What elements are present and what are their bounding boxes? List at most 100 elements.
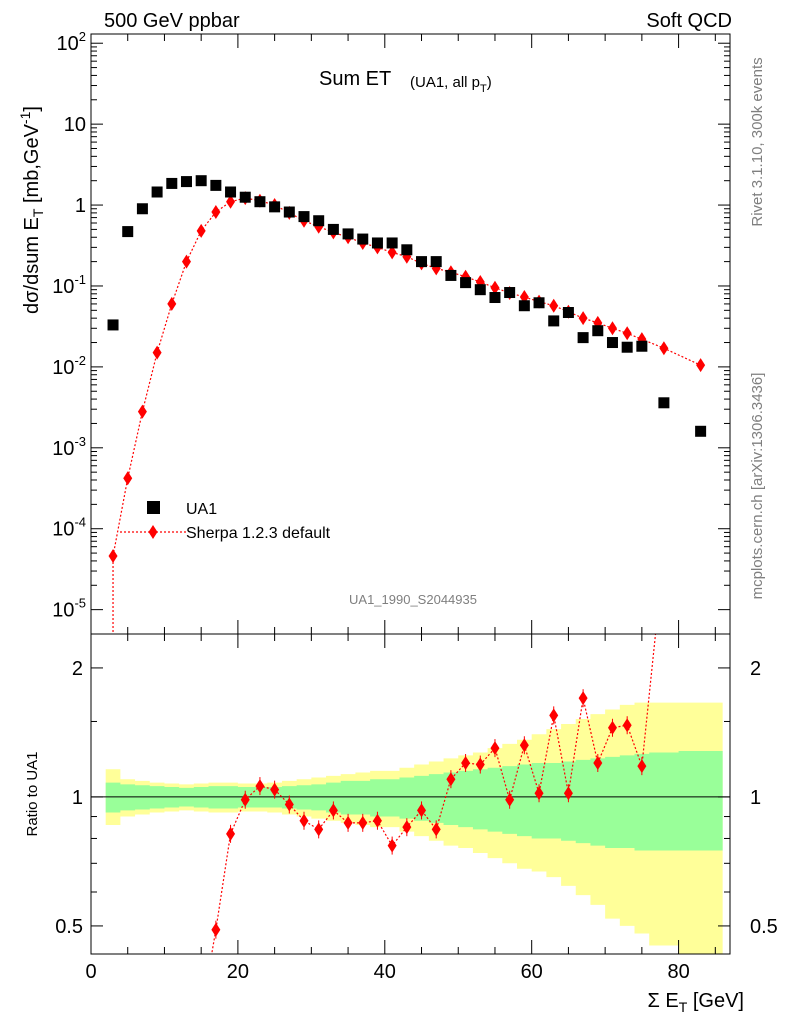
ratio-point xyxy=(505,792,515,807)
main-y-tick-label: 10-5 xyxy=(52,596,86,622)
ua1-point xyxy=(577,332,589,344)
main-y-tick-label: 10-1 xyxy=(52,272,86,298)
ratio-point xyxy=(328,803,338,818)
legend-marker-ua1 xyxy=(147,501,160,514)
ratio-point xyxy=(431,822,441,837)
sherpa-line xyxy=(112,197,701,634)
ratio-y-tick-label-right: 1 xyxy=(750,787,761,809)
main-y-tick-label: 10-3 xyxy=(52,434,86,460)
ua1-point xyxy=(225,186,237,198)
main-panel-frame xyxy=(90,33,731,635)
x-tick-label: 40 xyxy=(374,961,396,983)
ua1-point xyxy=(460,277,472,289)
ua1-point xyxy=(430,256,442,268)
legend-marker-sherpa xyxy=(148,525,158,539)
ua1-point xyxy=(658,397,670,409)
x-tick-label: 20 xyxy=(227,961,249,983)
stat-uncertainty-band xyxy=(105,750,723,851)
ua1-point xyxy=(122,226,134,238)
main-y-tick-label: 1 xyxy=(75,195,86,217)
ratio-point xyxy=(284,797,294,812)
ua1-point xyxy=(606,337,618,349)
ratio-point xyxy=(387,838,397,853)
sherpa-point xyxy=(696,358,706,373)
ratio-point xyxy=(519,738,529,753)
ratio-y-tick-label: 1 xyxy=(72,787,83,809)
x-tick-label: 80 xyxy=(667,961,689,983)
main-panel: 10-5 10-4 10-3 10-2 10-1 1 10 102 xyxy=(52,29,731,635)
ratio-point xyxy=(226,826,236,841)
ratio-point xyxy=(563,786,573,801)
header-left: 500 GeV ppbar xyxy=(104,10,240,32)
ratio-point xyxy=(314,822,324,837)
ua1-point xyxy=(371,237,383,249)
ua1-point xyxy=(136,203,148,215)
legend: UA1 Sherpa 1.2.3 default xyxy=(120,501,331,542)
ratio-point xyxy=(490,741,500,756)
ua1-point xyxy=(621,341,633,353)
sherpa-point xyxy=(211,205,221,220)
ua1-point xyxy=(298,211,310,223)
ratio-point xyxy=(593,755,603,770)
ua1-point xyxy=(357,233,369,245)
rivet-label: Rivet 3.1.10, 300k events xyxy=(749,57,766,226)
plot-title: Sum ET xyxy=(319,68,391,90)
sherpa-point xyxy=(137,404,147,419)
ratio-point xyxy=(358,815,368,830)
ratio-point xyxy=(446,772,456,787)
ua1-point xyxy=(416,256,428,268)
analysis-id: UA1_1990_S2044935 xyxy=(349,592,477,607)
x-axis-label: Σ ET [GeV] xyxy=(647,990,744,1015)
ua1-point xyxy=(327,223,339,235)
ratio-point xyxy=(637,759,647,774)
ua1-point xyxy=(151,186,163,198)
mcplots-label: mcplots.cern.ch [arXiv:1306.3436] xyxy=(749,373,766,600)
ratio-point xyxy=(402,820,412,835)
sherpa-point xyxy=(387,245,397,260)
ua1-point xyxy=(254,196,266,208)
sherpa-point xyxy=(549,298,559,313)
sherpa-point xyxy=(167,296,177,311)
sherpa-point xyxy=(490,280,500,295)
sherpa-point xyxy=(226,194,236,209)
main-y-tick-label: 10-2 xyxy=(52,353,86,379)
ua1-point xyxy=(269,201,281,213)
ratio-y-tick-label: 2 xyxy=(72,658,83,680)
ratio-y-tick-label-right: 0.5 xyxy=(750,916,778,938)
ratio-point xyxy=(461,755,471,770)
ua1-point xyxy=(107,319,119,331)
main-y-tick-label: 10 xyxy=(64,114,86,136)
ratio-panel-frame xyxy=(90,633,731,955)
main-y-axis-label: dσ/dsum ET [mb,GeV-1] xyxy=(17,106,46,314)
ua1-point xyxy=(562,307,574,319)
ratio-point xyxy=(578,691,588,706)
ua1-point xyxy=(210,179,222,191)
sherpa-point xyxy=(607,321,617,336)
ua1-point xyxy=(180,176,192,188)
sherpa-point xyxy=(659,341,669,356)
ratio-point xyxy=(270,782,280,797)
ratio-point xyxy=(549,708,559,723)
ratio-point xyxy=(255,779,265,794)
main-y-tick-label: 10-4 xyxy=(52,515,86,541)
ua1-point xyxy=(313,215,325,227)
ratio-point xyxy=(534,786,544,801)
sherpa-point xyxy=(181,254,191,269)
ua1-point xyxy=(695,425,707,437)
ratio-line xyxy=(211,634,657,954)
ratio-point xyxy=(299,813,309,828)
ua1-point xyxy=(445,269,457,281)
ratio-y-tick-label: 0.5 xyxy=(55,916,83,938)
ratio-y-axis-label: Ratio to UA1 xyxy=(24,751,41,836)
main-y-tick-label: 102 xyxy=(57,29,86,55)
ratio-point xyxy=(622,718,632,733)
ua1-point xyxy=(504,287,516,299)
ua1-point xyxy=(474,284,486,296)
sherpa-point xyxy=(152,345,162,360)
ratio-point xyxy=(475,757,485,772)
ua1-point xyxy=(239,191,251,203)
ua1-point xyxy=(283,206,295,218)
ua1-point xyxy=(195,175,207,187)
ua1-point xyxy=(401,244,413,256)
